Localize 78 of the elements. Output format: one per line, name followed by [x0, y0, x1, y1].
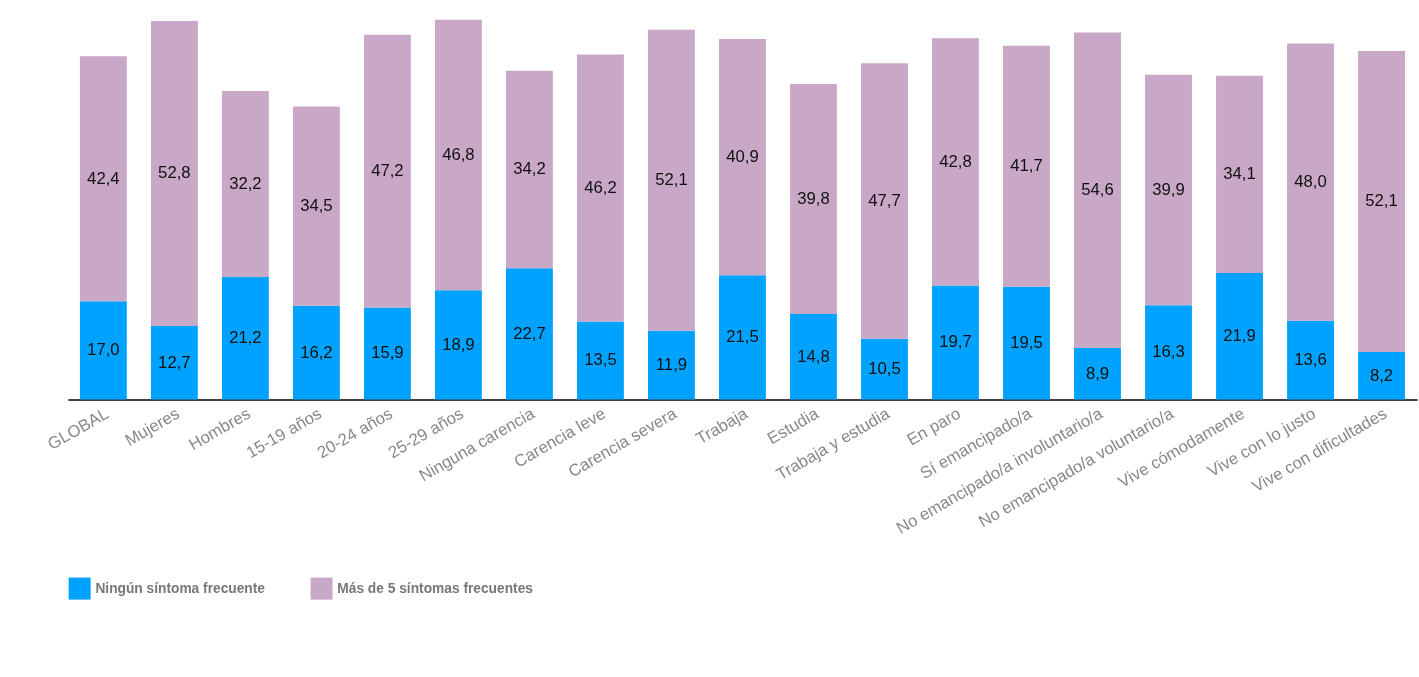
bar [292, 106, 340, 306]
bar [861, 338, 908, 400]
bar [1216, 75, 1263, 273]
data-label: 16,2 [300, 342, 333, 362]
bar [932, 38, 979, 286]
data-label: 19,5 [1010, 332, 1043, 352]
data-label: 46,8 [442, 144, 475, 164]
bar [1216, 272, 1263, 400]
data-label: 13,5 [584, 350, 617, 370]
bar [790, 313, 837, 400]
data-label: 54,6 [1081, 180, 1114, 200]
bar [1003, 45, 1050, 287]
bar [932, 285, 979, 400]
data-label: 14,8 [797, 346, 830, 366]
bar [221, 90, 269, 277]
bar [1358, 352, 1405, 400]
data-label: 41,7 [1010, 156, 1043, 176]
bar [1145, 74, 1192, 306]
bar [363, 34, 411, 308]
bar [719, 38, 766, 276]
data-label: 21,9 [1223, 326, 1256, 346]
bar [505, 268, 553, 400]
data-label: 21,2 [229, 328, 262, 348]
bar [719, 275, 766, 400]
data-label: 32,2 [229, 173, 262, 193]
data-label: 40,9 [726, 146, 759, 166]
bar [1287, 43, 1334, 321]
bar [434, 290, 482, 400]
data-label: 42,8 [939, 151, 972, 171]
data-label: 47,2 [371, 161, 404, 181]
bar [1074, 347, 1121, 400]
bar [1145, 305, 1192, 400]
data-label: 21,5 [726, 327, 759, 347]
data-label: 34,2 [513, 159, 546, 179]
data-label: 34,5 [300, 196, 333, 216]
bar [150, 326, 198, 400]
data-label: 12,7 [158, 352, 191, 372]
data-label: 15,9 [371, 343, 404, 363]
bar [790, 83, 837, 314]
bar [150, 20, 198, 327]
bar [292, 305, 340, 400]
bar [1003, 286, 1050, 400]
data-label: 48,0 [1294, 172, 1327, 192]
bar [79, 301, 127, 400]
data-label: 22,7 [513, 323, 546, 343]
bar [861, 63, 908, 339]
bar [1287, 320, 1334, 400]
bar [576, 321, 624, 400]
data-label: 46,2 [584, 177, 617, 197]
bar [79, 56, 127, 302]
bar [1358, 51, 1405, 353]
data-label: 39,8 [797, 188, 830, 208]
bar [505, 70, 553, 269]
data-label: 18,9 [442, 334, 475, 354]
legend-label: Más de 5 síntomas frecuentes [337, 580, 534, 596]
data-label: 39,9 [1152, 179, 1185, 199]
legend-label: Ningún síntoma frecuente [95, 580, 266, 596]
data-label: 52,8 [158, 163, 191, 183]
bar [576, 54, 624, 322]
data-label: 11,9 [655, 354, 688, 374]
data-label: 52,1 [655, 170, 688, 190]
data-label: 10,5 [868, 358, 901, 378]
bar [1074, 32, 1121, 348]
data-label: 47,7 [868, 190, 901, 210]
data-label: 19,7 [939, 332, 972, 352]
bar [363, 307, 411, 400]
data-label: 8,9 [1085, 363, 1110, 383]
data-label: 52,1 [1365, 191, 1398, 211]
bar [648, 330, 695, 400]
data-label: 16,3 [1152, 342, 1185, 362]
bar [648, 29, 695, 331]
data-label: 17,0 [87, 340, 120, 360]
data-label: 8,2 [1369, 365, 1394, 385]
bar [434, 19, 482, 291]
bar [221, 276, 269, 400]
data-label: 13,6 [1294, 350, 1327, 370]
data-label: 42,4 [87, 168, 120, 188]
data-label: 34,1 [1223, 164, 1256, 184]
